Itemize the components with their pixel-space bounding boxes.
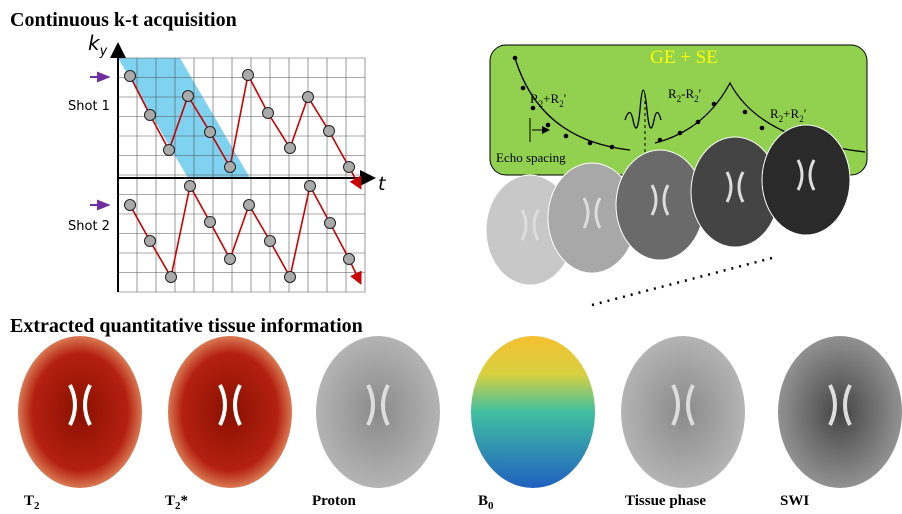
map-label-main: B	[478, 493, 488, 509]
sample-point	[344, 254, 355, 265]
sample-point	[164, 145, 175, 156]
y-axis-label: ky	[88, 31, 108, 59]
map-label-main: T	[165, 493, 175, 509]
dotted-line	[592, 258, 772, 305]
echo-image	[762, 125, 850, 235]
sample-point	[205, 127, 216, 138]
map-label: T2*	[165, 493, 188, 512]
label-part: '	[564, 91, 566, 106]
echo-point	[678, 131, 683, 136]
echo-point	[531, 106, 536, 111]
shot-arrow	[90, 201, 108, 209]
map-label: SWI	[780, 493, 809, 509]
map-label-main: Tissue phase	[625, 493, 706, 509]
sample-point	[225, 254, 236, 265]
echo-spacing: Echo spacing	[496, 150, 566, 165]
body: Continuous k-t acquisition ky t Shot 1 Shot…	[0, 0, 902, 514]
kt-plot: ky t Shot 1 Shot 2	[68, 31, 387, 292]
echo-point	[712, 102, 717, 107]
map-image	[778, 336, 902, 488]
echo-point	[610, 145, 615, 150]
map-image	[18, 336, 142, 488]
sample-point	[344, 162, 355, 173]
sample-point	[305, 181, 316, 192]
map-label-sub: 2	[34, 500, 40, 512]
label-part: R	[530, 91, 539, 106]
blue-band	[118, 58, 250, 178]
sample-point	[185, 181, 196, 192]
title: Continuous k-t acquisition	[10, 9, 237, 31]
shot-label: Shot 1	[68, 99, 110, 114]
sample-point	[325, 218, 336, 229]
label-part: -R	[681, 86, 694, 101]
label-part: '	[804, 106, 806, 121]
sample-point	[285, 143, 296, 154]
map-label-main: SWI	[780, 493, 809, 509]
panel-title: GE + SE	[650, 47, 718, 68]
echo-point	[696, 120, 701, 125]
label-part: +R	[543, 91, 559, 106]
label-part: R	[668, 86, 677, 101]
sample-point	[205, 217, 216, 228]
label-part: '	[699, 86, 701, 101]
x-axis-label: t	[378, 173, 387, 195]
map-label-main: T	[24, 493, 34, 509]
sample-point	[324, 126, 335, 137]
echo-image	[616, 150, 704, 260]
sample-point	[263, 108, 274, 119]
label-part: +R	[783, 106, 799, 121]
sample-point	[265, 236, 276, 247]
sample-point	[243, 70, 254, 81]
map-label: T2	[24, 493, 40, 512]
sample-point	[145, 110, 156, 121]
sample-point	[125, 200, 136, 211]
sample-point	[125, 71, 136, 82]
map-label-main: Proton	[312, 493, 357, 509]
page: {"header":{"title":"Continuous k-t acqui…	[0, 0, 902, 514]
echo-point	[743, 110, 748, 115]
figure: Continuous k-t acquisition ky t Shot 1 Shot…	[0, 0, 902, 514]
sample-point	[183, 91, 194, 102]
map-label-sub: 0	[488, 500, 494, 512]
echo-point	[658, 138, 663, 143]
section-title: Extracted quantitative tissue informatio…	[10, 315, 363, 337]
trajectory	[130, 186, 360, 282]
map-label-suffix: *	[181, 493, 189, 509]
sample-point	[225, 162, 236, 173]
label-part: R	[770, 106, 779, 121]
map-label: Proton	[312, 493, 357, 509]
echo-point	[546, 123, 551, 128]
map-image	[316, 336, 440, 488]
y-axis-label-sub: y	[99, 44, 108, 59]
echo-point	[760, 126, 765, 131]
echo-point	[564, 134, 569, 139]
sample-point	[145, 236, 156, 247]
echo-point	[513, 56, 518, 61]
map-image	[168, 336, 292, 488]
sample-point	[303, 92, 314, 103]
map-image	[621, 336, 745, 488]
map-label: B0	[478, 493, 494, 512]
echo-point	[521, 86, 526, 91]
sample-point	[244, 200, 255, 211]
echo-point	[588, 141, 593, 146]
shot-arrow	[90, 73, 108, 81]
shot-label: Shot 2	[68, 219, 110, 234]
map-image	[471, 336, 595, 488]
map-label: Tissue phase	[625, 493, 706, 509]
sample-point	[285, 272, 296, 283]
sample-point	[166, 272, 177, 283]
